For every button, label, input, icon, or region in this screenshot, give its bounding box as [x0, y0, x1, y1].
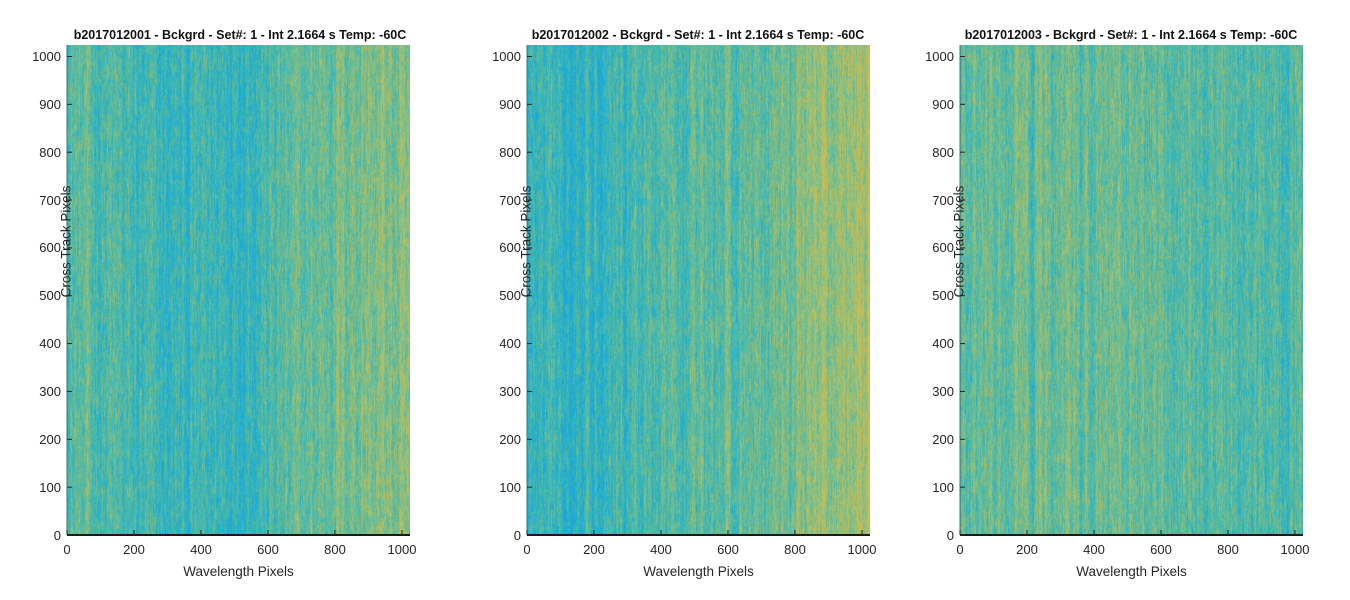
- y-tick-label: 700: [39, 192, 61, 208]
- y-axis-label: Cross Track Pixels: [517, 185, 533, 298]
- y-tick-label: 400: [932, 336, 954, 352]
- x-tick-label: 800: [324, 542, 346, 557]
- y-tick-label: 1000: [492, 48, 521, 64]
- y-tick-label: 600: [39, 240, 61, 256]
- x-axis-label: Wavelength Pixels: [183, 564, 294, 579]
- axes: [526, 45, 870, 536]
- x-axis-label: Wavelength Pixels: [643, 564, 754, 579]
- heatmap-image: [67, 45, 410, 535]
- heatmap-image: [527, 45, 870, 535]
- y-tick-label: 800: [932, 144, 954, 160]
- y-tick-label: 200: [499, 431, 521, 447]
- x-tick-label: 1000: [847, 542, 877, 557]
- y-axis-label: Cross Track Pixels: [950, 185, 966, 298]
- chart-title: b2017012001 - Bckgrd - Set#: 1 - Int 2.1…: [73, 28, 407, 42]
- y-tick-label: 900: [499, 96, 521, 112]
- y-tick-label: 400: [499, 336, 521, 352]
- x-tick-label: 400: [650, 542, 672, 557]
- y-tick-label: 900: [932, 96, 954, 112]
- x-tick-label: 600: [1150, 542, 1172, 557]
- x-tick-label: 400: [1083, 542, 1105, 557]
- x-tick-label: 200: [123, 542, 145, 557]
- y-tick-label: 400: [39, 336, 61, 352]
- y-tick-label: 100: [499, 479, 521, 495]
- y-tick-label: 700: [932, 192, 954, 208]
- y-tick-label: 1000: [32, 48, 61, 64]
- y-tick-label: 500: [39, 288, 61, 304]
- x-tick-label: 800: [1217, 542, 1239, 557]
- y-tick-label: 600: [932, 240, 954, 256]
- y-tick-label: 600: [499, 240, 521, 256]
- x-tick-label: 1000: [1280, 542, 1310, 557]
- y-tick-label: 800: [499, 144, 521, 160]
- y-tick-label: 0: [513, 527, 521, 543]
- x-tick-label: 0: [956, 542, 964, 557]
- y-tick-label: 100: [39, 479, 61, 495]
- x-tick-label: 800: [784, 542, 806, 557]
- y-tick-label: 200: [39, 431, 61, 447]
- y-tick-label: 0: [53, 527, 61, 543]
- x-tick-label: 400: [190, 542, 212, 557]
- y-tick-label: 900: [39, 96, 61, 112]
- y-tick-label: 300: [932, 383, 954, 399]
- x-tick-label: 200: [1016, 542, 1038, 557]
- y-axis-label: Cross Track Pixels: [57, 185, 73, 298]
- y-tick-label: 100: [932, 479, 954, 495]
- y-tick-label: 500: [932, 288, 954, 304]
- y-tick-label: 300: [499, 383, 521, 399]
- y-tick-label: 0: [946, 527, 954, 543]
- y-tick-label: 300: [39, 383, 61, 399]
- heatmap-image: [960, 45, 1303, 535]
- axes: [959, 45, 1303, 536]
- x-axis-label: Wavelength Pixels: [1076, 564, 1187, 579]
- axes: [66, 45, 410, 536]
- x-tick-label: 0: [523, 542, 531, 557]
- x-tick-label: 200: [583, 542, 605, 557]
- x-tick-label: 600: [257, 542, 279, 557]
- x-tick-label: 600: [717, 542, 739, 557]
- chart-title: b2017012003 - Bckgrd - Set#: 1 - Int 2.1…: [964, 28, 1298, 42]
- y-tick-label: 500: [499, 288, 521, 304]
- y-tick-label: 700: [499, 192, 521, 208]
- x-tick-label: 0: [63, 542, 71, 557]
- y-tick-label: 1000: [925, 48, 954, 64]
- chart-title: b2017012002 - Bckgrd - Set#: 1 - Int 2.1…: [531, 28, 865, 42]
- x-tick-label: 1000: [387, 542, 417, 557]
- y-tick-label: 200: [932, 431, 954, 447]
- y-tick-label: 800: [39, 144, 61, 160]
